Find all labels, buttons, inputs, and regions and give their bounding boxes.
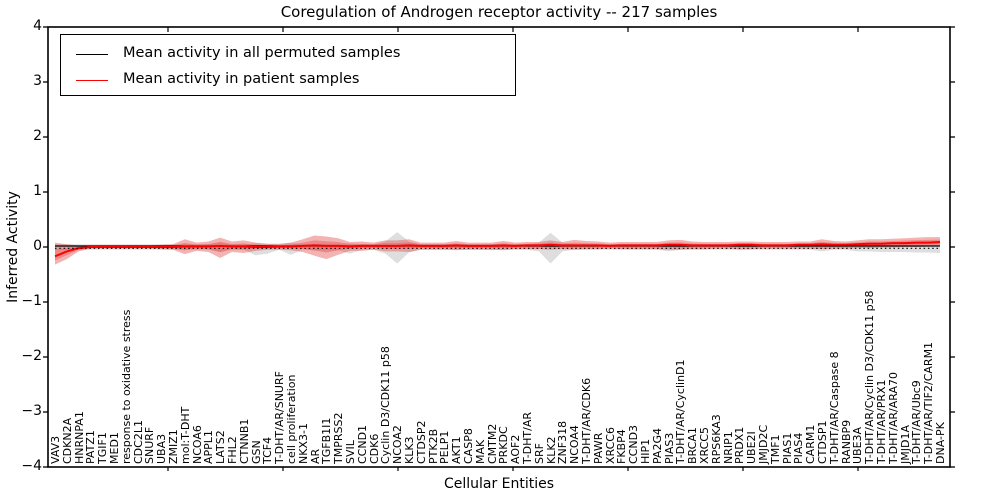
x-tick-label: DNA-PK (934, 422, 947, 464)
y-tick-label: −3 (21, 403, 42, 419)
x-tick-label: MAK (473, 439, 487, 464)
x-tick-label: VAV3 (49, 435, 62, 464)
x-tick-label: response to oxidative stress (119, 309, 133, 464)
x-tick-label: KLK3 (403, 436, 416, 464)
x-tick-label: KLK2 (544, 436, 558, 464)
y-tick-label: 4 (33, 18, 42, 34)
x-tick-label: APPL1 (202, 430, 216, 464)
x-tick-label: CTDSP2 (414, 420, 428, 464)
x-tick-label: CDC2L1 (131, 420, 145, 464)
x-tick-label: SRF (532, 443, 546, 464)
x-tick-label: mol:T-DHT (178, 406, 192, 464)
x-tick-label: JMJD2C (757, 424, 770, 464)
x-tick-label: CASP8 (462, 428, 475, 464)
x-tick-label: FKBP4 (615, 429, 629, 464)
x-tick-label: PELP1 (438, 430, 452, 464)
x-tick-label: SNURF (143, 426, 157, 464)
x-tick-label: ZNF318 (556, 420, 570, 464)
x-tick-label: PIAS4 (792, 432, 806, 464)
x-tick-label: AR (308, 448, 322, 464)
x-tick-label: NCOA2 (391, 425, 405, 464)
y-tick-label: −2 (21, 348, 42, 364)
x-tick-label: JMJD1A (898, 425, 912, 464)
x-tick-label: TGFB1I1 (320, 417, 334, 464)
x-tick-label: T-DHT/AR/Ubc9 (910, 380, 924, 464)
x-tick-label: T-DHT/AR/CyclinD1 (674, 359, 688, 464)
permuted-range-band (55, 232, 940, 264)
patient-mean-line (54, 241, 941, 258)
x-tick-label: Cyclin D3/CDK11 p58 (379, 346, 393, 464)
x-tick-label: T-DHT/AR/Cyclin D3/CDK11 p58 (863, 290, 877, 464)
x-tick-label: HIP1 (639, 438, 652, 464)
x-tick-label: PTK2B (426, 428, 440, 464)
x-tick-label: T-DHT/AR/SNURF (273, 371, 287, 464)
x-tick-label: MED1 (108, 432, 121, 464)
y-tick-label: 2 (33, 128, 42, 144)
x-tick-label: T-DHT/AR/TIF2/CARM1 (922, 341, 936, 464)
x-tick-label: T-DHT/AR/PRX1 (875, 379, 888, 464)
x-tick-label: LATS2 (214, 430, 228, 464)
x-tick-label: TMPRSS2 (332, 412, 346, 464)
x-tick-label: CMTM2 (485, 423, 499, 464)
x-tick-label: XRCC5 (698, 427, 711, 464)
y-tick-label: 1 (33, 183, 42, 199)
x-tick-label: FHL2 (226, 436, 239, 464)
x-tick-label: ZMIZ1 (167, 429, 180, 464)
chart-title: Coregulation of Androgen receptor activi… (280, 3, 718, 21)
x-tick-label: CDKN2A (60, 417, 74, 464)
x-tick-label: XRCC6 (603, 427, 617, 464)
y-tick-label: 3 (33, 73, 42, 89)
x-tick-label: T-DHT/AR (521, 411, 534, 464)
x-tick-label: NCOA6 (190, 425, 204, 464)
x-tick-label: cell proliferation (285, 374, 298, 464)
legend-entry-patient: Mean activity in patient samples (61, 67, 515, 95)
x-axis-label: Cellular Entities (443, 476, 555, 492)
x-tick-label: CTNNB1 (237, 418, 251, 464)
x-tick-label: GSN (249, 440, 263, 464)
legend-label-permuted: Mean activity in all permuted samples (123, 45, 401, 61)
legend-entry-permuted: Mean activity in all permuted samples (61, 41, 515, 69)
x-tick-label: T-DHT/AR/ARA70 (886, 372, 900, 464)
x-tick-label: HNRNPA1 (72, 411, 86, 464)
x-tick-label: PIAS1 (780, 432, 794, 464)
x-tick-label: TCF4 (261, 436, 275, 464)
x-tick-label: PAWR (591, 432, 605, 464)
x-tick-label: PATZ1 (84, 430, 98, 464)
x-tick-label: T-DHT/AR/Caspase 8 (827, 351, 841, 464)
legend-label-patient: Mean activity in patient samples (123, 71, 360, 87)
x-tick-label: NCOA4 (568, 425, 582, 464)
x-tick-label: SVIL (344, 440, 357, 464)
x-tick-label: BRCA1 (686, 427, 700, 464)
x-tick-label: CCND3 (627, 424, 641, 464)
x-tick-label: NKX3-1 (296, 423, 310, 464)
x-tick-label: AOF2 (509, 434, 523, 464)
legend-line-permuted-icon (76, 54, 108, 55)
x-tick-label: UBA3 (155, 433, 169, 464)
x-tick-label: PIAS3 (662, 432, 676, 464)
x-tick-label: RPS6KA3 (709, 414, 723, 464)
y-tick-label: −1 (21, 293, 42, 309)
x-tick-label: CARM1 (804, 424, 818, 464)
x-tick-label: UBE2I (745, 431, 759, 464)
x-tick-label: TMF1 (768, 434, 782, 464)
x-tick-label: NRIP1 (721, 431, 735, 464)
x-tick-label: PA2G4 (650, 428, 664, 464)
x-tick-label: CCND1 (355, 424, 369, 464)
x-tick-label: AKT1 (450, 436, 464, 464)
y-tick-label: 0 (33, 238, 42, 254)
x-tick-label: CTDSP1 (816, 420, 829, 464)
x-tick-label: PRDX1 (733, 426, 747, 464)
x-tick-label: T-DHT/AR/CDK6 (580, 377, 593, 464)
x-tick-label: PRKDC (497, 426, 511, 464)
x-tick-label: CDK6 (367, 433, 381, 464)
x-tick-label: RANBP9 (839, 419, 853, 464)
legend: Mean activity in all permuted samples Me… (60, 34, 516, 96)
legend-line-patient-icon (76, 80, 108, 81)
x-tick-label: TGIF1 (96, 432, 110, 464)
y-tick-label: −4 (21, 458, 42, 474)
x-tick-label: UBE3A (851, 426, 865, 464)
patient-range-band (55, 235, 940, 265)
